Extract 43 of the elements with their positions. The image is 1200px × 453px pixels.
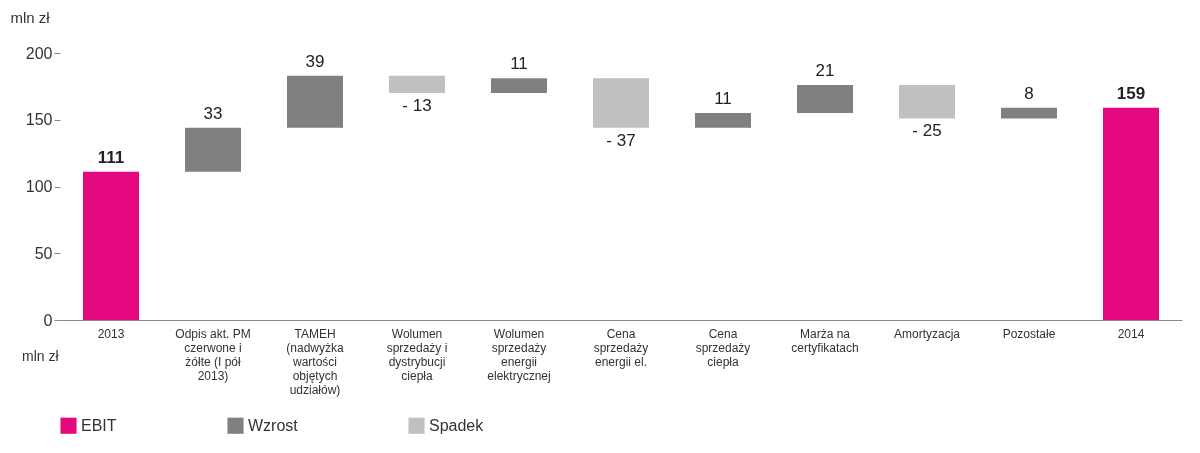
data-label: 8 xyxy=(1024,83,1034,103)
data-label: - 25 xyxy=(912,121,942,141)
y-tick-label: 0 xyxy=(43,311,53,329)
data-label: 33 xyxy=(203,103,223,123)
x-tick-label: Pozostałe xyxy=(1002,326,1056,341)
bar xyxy=(185,127,241,172)
data-label: - 13 xyxy=(402,96,432,116)
data-label: 11 xyxy=(510,54,528,74)
bar xyxy=(1001,107,1057,119)
data-label: - 37 xyxy=(606,130,636,150)
bar xyxy=(83,171,139,320)
bar xyxy=(389,75,445,94)
y-axis-title: mln zł xyxy=(10,8,51,26)
bar xyxy=(1103,107,1159,320)
x-tick-label: Amortyzacja xyxy=(893,326,961,341)
y-tick-label: 100 xyxy=(25,178,53,195)
bar xyxy=(287,75,343,128)
x-tick-label: Odpis akt. PM czerwone i żółte (I pół 2013) xyxy=(175,326,251,383)
legend-label: Spadek xyxy=(429,416,485,434)
x-tick-label: Wolumen sprzedaży i dystrybucji ciepła xyxy=(386,326,448,383)
data-label: 39 xyxy=(305,51,325,71)
y-tick-label: 50 xyxy=(34,244,53,262)
bar xyxy=(797,85,853,114)
y-tick-label: 200 xyxy=(25,44,53,62)
x-tick-label: Wolumen sprzedaży energii elektrycznej xyxy=(487,326,551,383)
bar xyxy=(593,78,649,128)
legend-label: EBIT xyxy=(81,416,117,434)
bar xyxy=(899,85,955,119)
text: mln zł xyxy=(22,348,59,364)
data-label: 159 xyxy=(1116,83,1146,103)
y-tick-label: 150 xyxy=(25,111,53,129)
bar xyxy=(491,78,547,94)
x-tick-label: 2013 xyxy=(97,326,125,341)
x-tick-label: Cena sprzedaży ciepła xyxy=(695,326,751,369)
x-tick-label: 2014 xyxy=(1117,326,1145,341)
data-label: 11 xyxy=(714,89,732,109)
x-tick-label: TAMEH (nadwyżka wartości objętych udziałów) xyxy=(286,326,344,397)
data-label: 21 xyxy=(815,61,835,81)
data-label: 111 xyxy=(97,147,125,167)
legend-label: Wzrost xyxy=(248,416,299,434)
bar xyxy=(695,113,751,128)
x-tick-label: Cena sprzedaży energii el. xyxy=(593,326,649,369)
x-tick-label: Marża na certyfikatach xyxy=(791,326,859,355)
